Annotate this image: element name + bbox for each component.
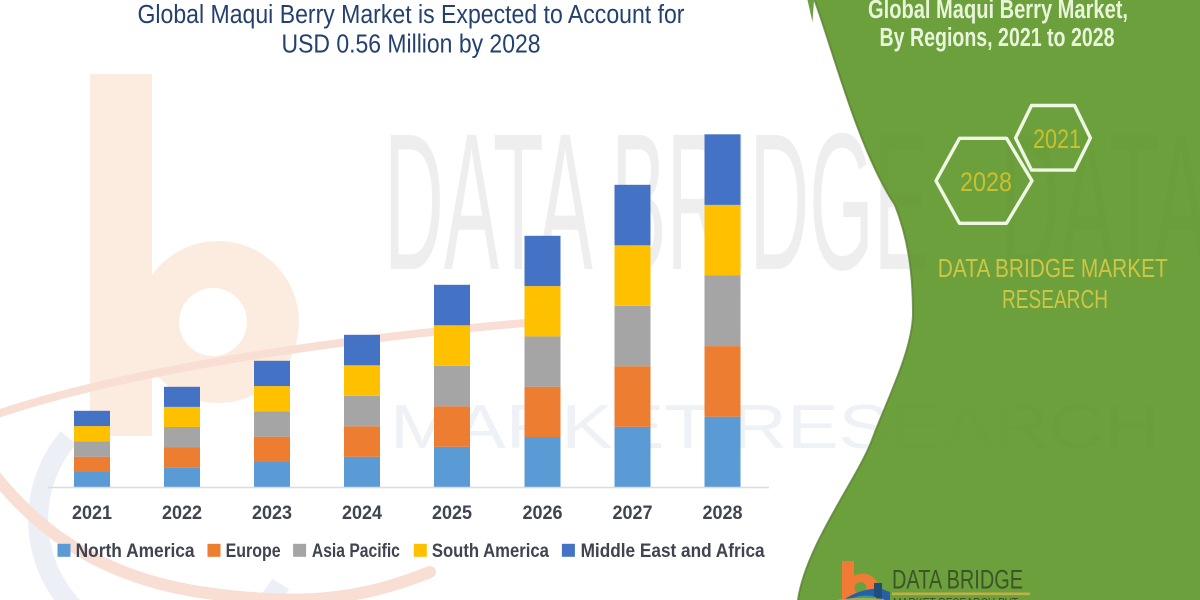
svg-text:2028: 2028 (960, 167, 1012, 197)
svg-text:2024: 2024 (342, 502, 382, 524)
svg-text:2022: 2022 (162, 502, 202, 524)
svg-text:MARKET RESEARCH PVT: MARKET RESEARCH PVT (893, 595, 1018, 600)
svg-text:2025: 2025 (432, 502, 472, 524)
svg-text:2021: 2021 (72, 502, 112, 524)
svg-text:DATA BRIDGE MARKET: DATA BRIDGE MARKET (938, 255, 1168, 283)
svg-text:2023: 2023 (252, 502, 292, 524)
svg-text:2027: 2027 (613, 502, 653, 524)
svg-text:2028: 2028 (703, 502, 743, 524)
svg-text:South America: South America (432, 541, 549, 562)
svg-text:North America: North America (76, 541, 195, 562)
svg-text:DATA BRIDGE: DATA BRIDGE (384, 93, 929, 311)
svg-text:By Regions, 2021 to 2028: By Regions, 2021 to 2028 (880, 24, 1115, 52)
svg-text:USD 0.56 Million by 2028: USD 0.56 Million by 2028 (282, 31, 541, 59)
svg-text:Middle East and Africa: Middle East and Africa (581, 541, 765, 562)
svg-text:Europe: Europe (226, 541, 281, 562)
svg-text:DATA BRIDGE: DATA BRIDGE (1000, 93, 1200, 311)
svg-text:Asia Pacific: Asia Pacific (312, 541, 400, 562)
svg-text:Global Maqui Berry Market is E: Global Maqui Berry Market is Expected to… (138, 1, 685, 29)
svg-text:2021: 2021 (1033, 124, 1081, 154)
svg-text:2026: 2026 (523, 502, 563, 524)
svg-text:DATA BRIDGE: DATA BRIDGE (892, 565, 1023, 595)
svg-text:Global Maqui Berry Market,: Global Maqui Berry Market, (868, 0, 1128, 24)
svg-text:RESEARCH: RESEARCH (1002, 286, 1108, 314)
